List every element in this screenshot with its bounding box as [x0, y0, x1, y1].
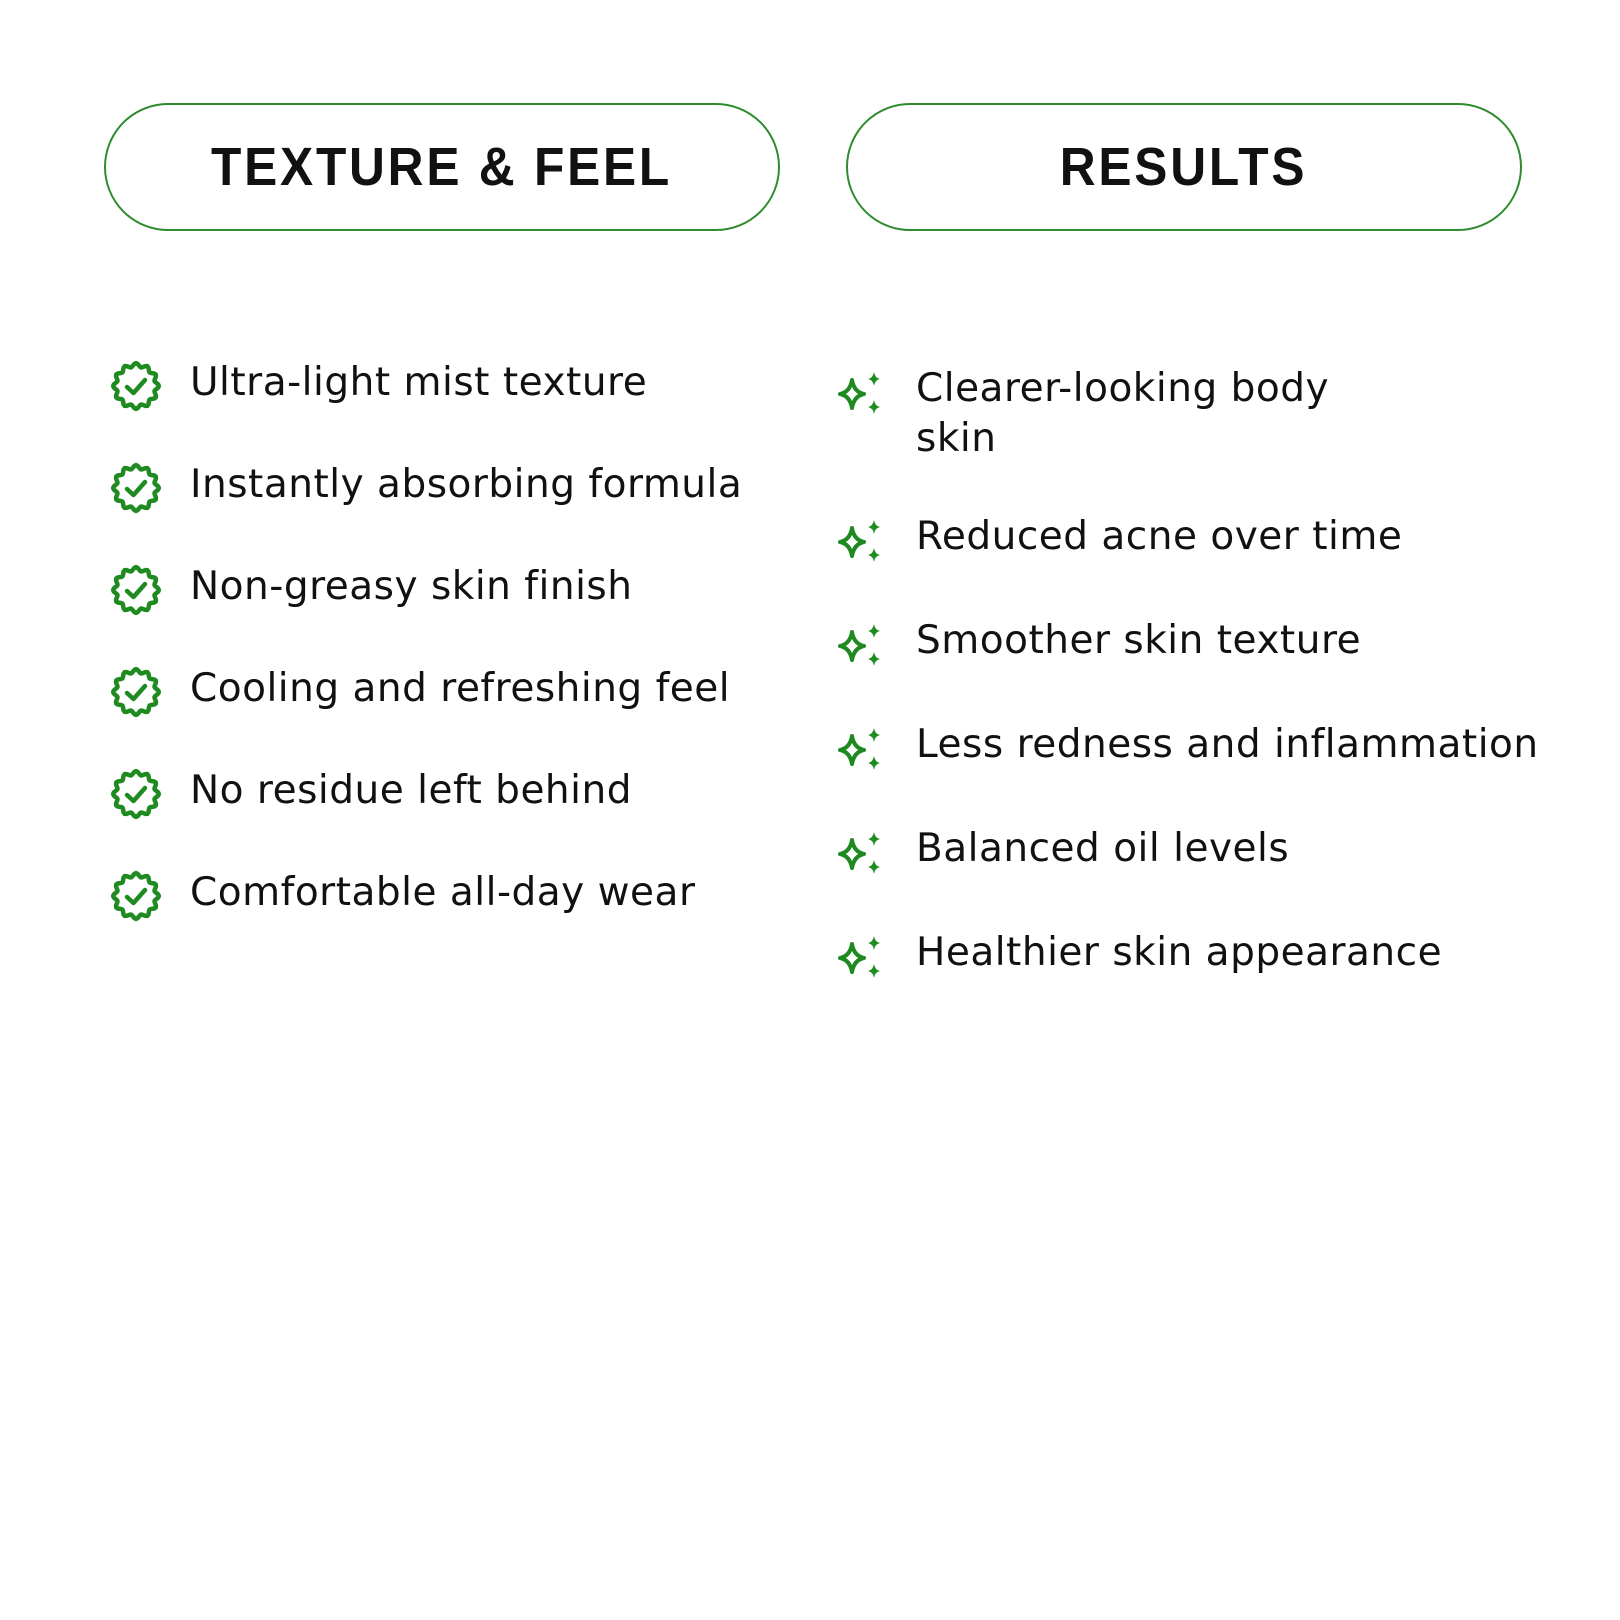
sparkles-icon: [834, 828, 886, 880]
list-item-text: Ultra-light mist texture: [190, 360, 648, 405]
texture-feel-title: TEXTURE & FEEL: [211, 137, 673, 197]
results-list: Clearer-looking body skin Reduced acne ov…: [834, 364, 1614, 984]
badge-check-icon: [110, 666, 162, 718]
list-item: Comfortable all-day wear: [110, 868, 750, 922]
list-item-text: Smoother skin texture: [916, 618, 1362, 663]
results-header: RESULTS: [846, 103, 1522, 231]
list-item: Reduced acne over time: [834, 512, 1614, 568]
badge-check-icon: [110, 768, 162, 820]
sparkles-icon: [834, 516, 886, 568]
sparkles-icon: [834, 932, 886, 984]
badge-check-icon: [110, 564, 162, 616]
list-item-text: No residue left behind: [190, 768, 632, 813]
list-item: Instantly absorbing formula: [110, 460, 750, 514]
list-item: Healthier skin appearance: [834, 928, 1614, 984]
badge-check-icon: [110, 462, 162, 514]
list-item-text: Non-greasy skin finish: [190, 564, 633, 609]
list-item: Smoother skin texture: [834, 616, 1614, 672]
sparkles-icon: [834, 368, 886, 420]
list-item: No residue left behind: [110, 766, 750, 820]
list-item: Cooling and refreshing feel: [110, 664, 750, 718]
badge-check-icon: [110, 360, 162, 412]
list-item-text: Instantly absorbing formula: [190, 462, 743, 507]
list-item: Less redness and inflammation: [834, 720, 1614, 776]
list-item-text: Balanced oil levels: [916, 826, 1290, 871]
texture-feel-header: TEXTURE & FEEL: [104, 103, 780, 231]
sparkles-icon: [834, 620, 886, 672]
texture-feel-list: Ultra-light mist texture Instantly absorb…: [110, 358, 750, 922]
list-item-text: Less redness and inflammation: [916, 722, 1539, 767]
list-item-text: Comfortable all-day wear: [190, 870, 696, 915]
list-item: Balanced oil levels: [834, 824, 1614, 880]
list-item-text: Clearer-looking body skin: [916, 366, 1330, 461]
list-item: Ultra-light mist texture: [110, 358, 750, 412]
list-item: Non-greasy skin finish: [110, 562, 750, 616]
list-item-text: Reduced acne over time: [916, 514, 1403, 559]
list-item: Clearer-looking body skin: [834, 364, 1614, 464]
list-item-text: Cooling and refreshing feel: [190, 666, 731, 711]
badge-check-icon: [110, 870, 162, 922]
sparkles-icon: [834, 724, 886, 776]
results-title: RESULTS: [1060, 137, 1308, 197]
list-item-text: Healthier skin appearance: [916, 930, 1443, 975]
